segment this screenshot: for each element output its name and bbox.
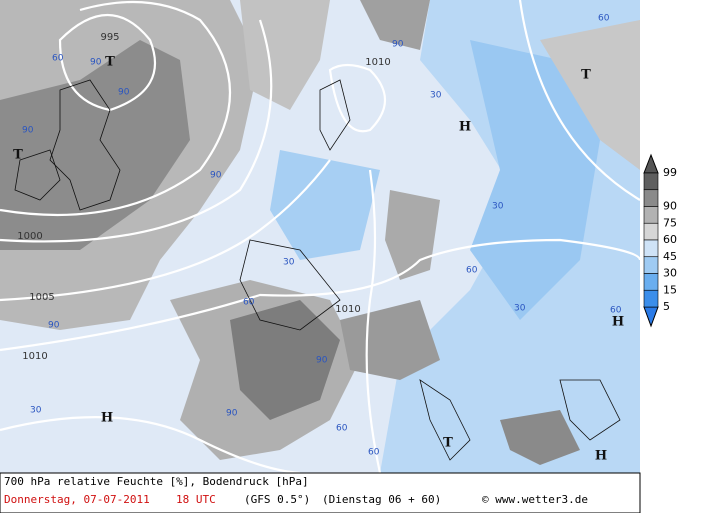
legend-arrow-up xyxy=(643,153,659,174)
legend-swatch xyxy=(643,172,659,191)
humidity-labels: 90 90 90 60 90 60 30 90 90 30 60 30 30 6… xyxy=(22,14,622,458)
legend-label: 90 xyxy=(663,200,677,213)
coastlines xyxy=(14,79,621,461)
footer-time: 18 UTC xyxy=(176,493,216,506)
legend: 99 90 75 60 45 30 15 5 xyxy=(643,153,677,328)
low-center: T xyxy=(443,436,453,451)
isobar-label: 1005 xyxy=(29,292,54,303)
moist-area xyxy=(470,40,600,320)
high-center: H xyxy=(459,120,471,135)
footer-run: (Dienstag 06 + 60) xyxy=(322,493,441,506)
humid-area xyxy=(340,300,440,380)
legend-label: 60 xyxy=(663,233,677,246)
isobar-labels: 995 1000 1005 1010 1010 1010 xyxy=(17,32,390,362)
humidity-label: 30 xyxy=(492,202,504,212)
humidity-label: 90 xyxy=(118,88,130,98)
humidity-label: 90 xyxy=(226,409,238,419)
footer-box xyxy=(0,472,641,514)
humidity-label: 90 xyxy=(392,40,404,50)
humidity-label: 90 xyxy=(316,356,328,366)
legend-label: 5 xyxy=(663,300,670,313)
low-center: T xyxy=(13,148,23,163)
moist-area xyxy=(270,150,380,260)
isobar-lines xyxy=(0,0,386,474)
isobar-label: 1010 xyxy=(22,351,47,362)
legend-swatch xyxy=(643,206,659,224)
legend-label: 15 xyxy=(663,283,677,296)
humidity-label: 60 xyxy=(598,14,610,24)
humidity-label: 30 xyxy=(30,406,42,416)
isobar-label: 1010 xyxy=(365,57,390,68)
humidity-label: 30 xyxy=(283,258,295,268)
humidity-label: 60 xyxy=(336,424,348,434)
humidity-label: 60 xyxy=(243,298,255,308)
humidity-label: 60 xyxy=(52,54,64,64)
humid-area xyxy=(230,300,340,420)
footer-title: 700 hPa relative Feuchte [%], Bodendruck… xyxy=(4,475,309,488)
legend-label: 45 xyxy=(663,250,677,263)
high-center: H xyxy=(612,315,624,330)
map xyxy=(0,0,642,475)
isobar-label: 995 xyxy=(100,32,119,43)
humidity-label: 90 xyxy=(48,321,60,331)
humidity-label: 60 xyxy=(368,448,380,458)
legend-arrow-down xyxy=(643,306,659,328)
humidity-label: 60 xyxy=(466,266,478,276)
high-center: H xyxy=(101,411,113,426)
high-center: H xyxy=(595,449,607,464)
humid-area xyxy=(360,0,430,50)
humidity-label: 30 xyxy=(514,304,526,314)
legend-label: 30 xyxy=(663,267,677,280)
pressure-centers: T T T T H H H H xyxy=(13,55,624,464)
footer-model: (GFS 0.5°) xyxy=(244,493,310,506)
humidity-label: 90 xyxy=(22,126,34,136)
humidity-label: 90 xyxy=(90,58,102,68)
legend-swatch xyxy=(643,239,659,258)
legend-swatch xyxy=(643,273,659,291)
legend-label: 75 xyxy=(663,216,677,229)
humidity-label: 60 xyxy=(610,306,622,316)
humid-area xyxy=(540,20,640,170)
low-center: T xyxy=(105,55,115,70)
humidity-label: 90 xyxy=(210,171,222,181)
isobar-label: 1000 xyxy=(17,231,42,242)
low-center: T xyxy=(581,68,591,83)
footer-credit: © www.wetter3.de xyxy=(482,493,588,506)
humid-area xyxy=(500,410,580,465)
legend-swatch xyxy=(643,222,659,241)
legend-swatch xyxy=(643,289,659,308)
legend-swatch xyxy=(643,189,659,207)
legend-label: 99 xyxy=(663,166,677,179)
legend-swatch xyxy=(643,256,659,274)
isobar-label: 1010 xyxy=(335,304,360,315)
footer-date: Donnerstag, 07-07-2011 xyxy=(4,493,150,506)
humidity-label: 30 xyxy=(430,91,442,101)
